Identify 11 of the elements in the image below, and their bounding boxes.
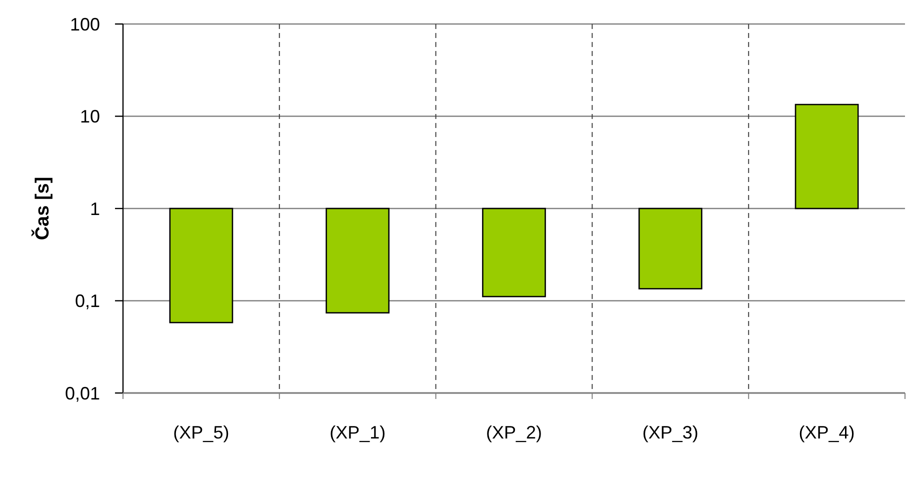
y-tick-label: 100 [70, 14, 100, 34]
x-tick-label: (XP_5) [173, 422, 230, 442]
x-tick-label: (XP_3) [642, 422, 698, 442]
y-tick-label: 10 [80, 106, 100, 127]
x-tick-label: (XP_2) [486, 422, 542, 442]
y-axis-title: Čas [s] [30, 176, 54, 240]
y-tick-label: 0,01 [64, 383, 100, 404]
x-tick-label: (XP_1) [330, 422, 386, 442]
x-tick-label: (XP_4) [798, 422, 855, 442]
y-tick-label: 0,1 [74, 291, 100, 312]
y-tick-label: 1 [90, 198, 100, 219]
